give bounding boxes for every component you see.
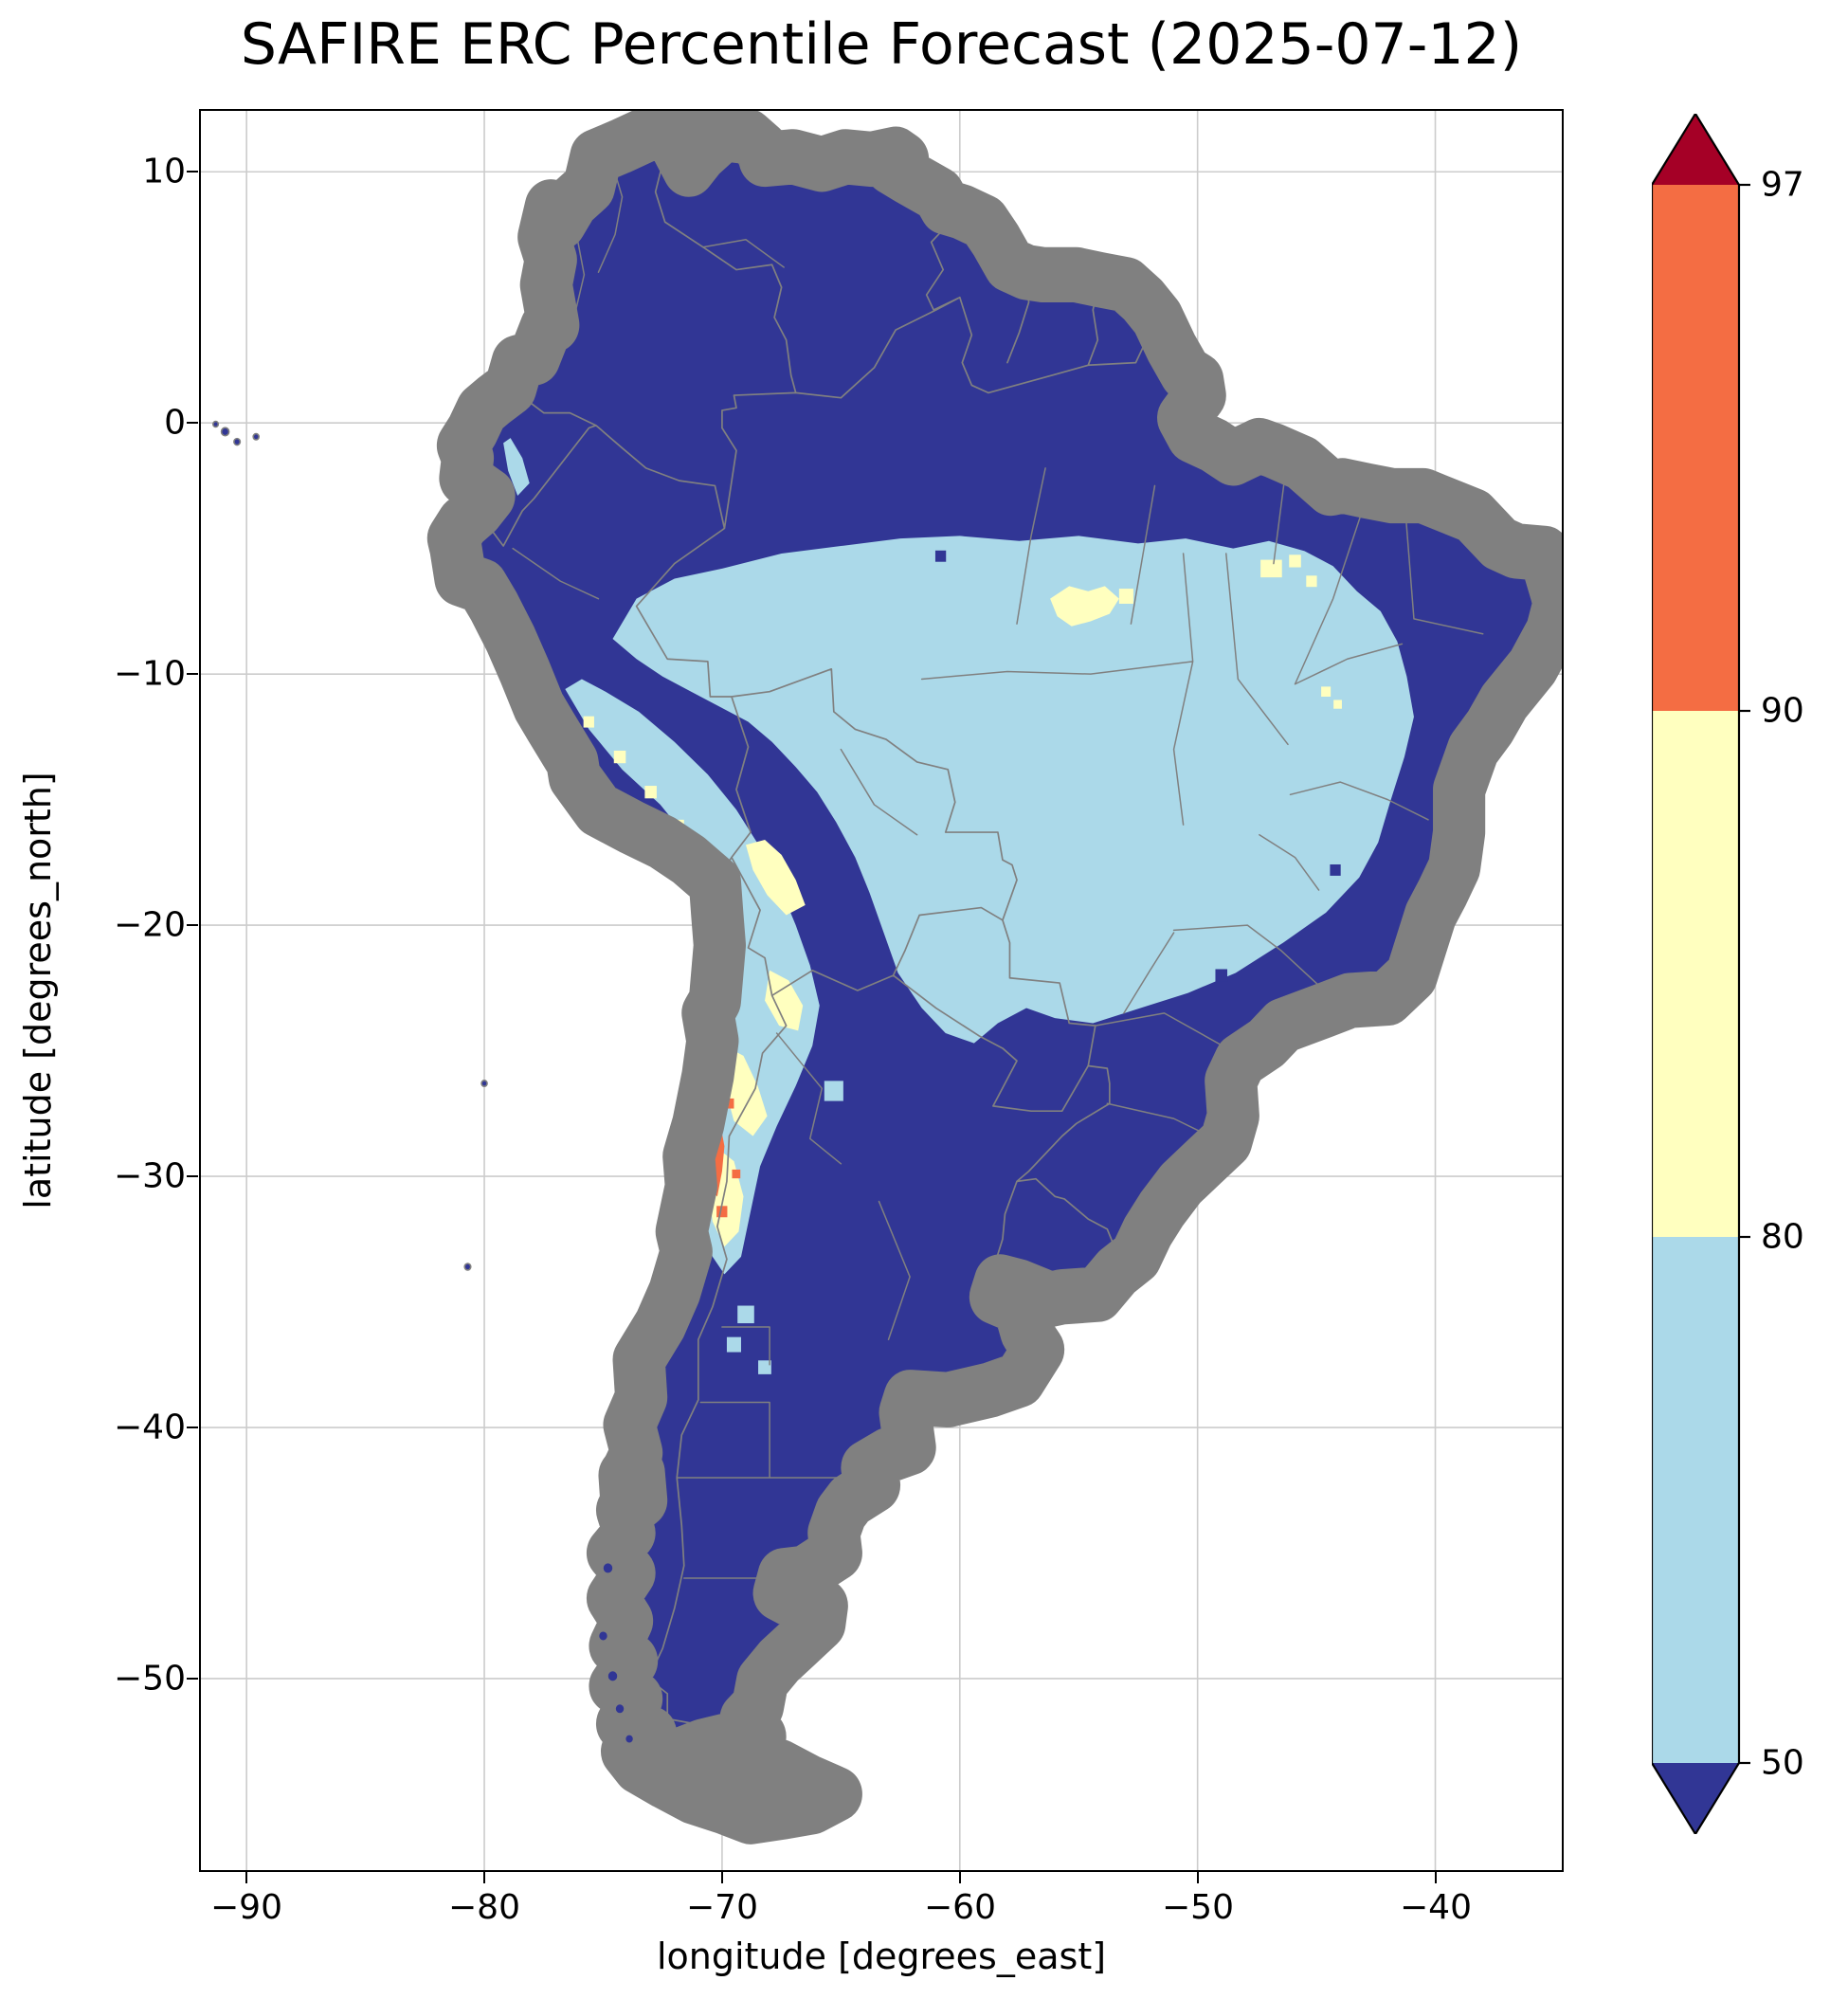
y-tick-mark: [187, 422, 198, 424]
y-tick-label: 10: [142, 152, 186, 191]
x-tick-mark: [1197, 1872, 1199, 1883]
y-tick-label: 0: [164, 403, 186, 443]
x-tick-mark: [959, 1872, 961, 1883]
x-tick-mark: [245, 1872, 247, 1883]
y-tick-mark: [187, 1427, 198, 1428]
colorbar-segments: [1652, 114, 1739, 1834]
y-tick-label: −50: [114, 1659, 186, 1699]
x-tick-label: −80: [448, 1888, 520, 1927]
x-tick-label: −90: [210, 1888, 282, 1927]
y-tick-mark: [187, 673, 198, 675]
colorbar-tick-label: 90: [1761, 691, 1804, 731]
map-svg: [199, 109, 1564, 1872]
band-below-50-speckles: [934, 550, 1341, 982]
state-borders: [513, 149, 1483, 1578]
x-tick-mark: [483, 1872, 485, 1883]
islands: [213, 422, 634, 1744]
y-tick-label: −10: [114, 654, 186, 694]
x-tick-mark: [1435, 1872, 1437, 1883]
colorbar-tick-label: 80: [1761, 1217, 1804, 1257]
x-tick-mark: [721, 1872, 723, 1883]
colorbar-tick-label: 50: [1761, 1743, 1804, 1783]
colorbar: [1652, 114, 1750, 1834]
y-axis-label: latitude [degrees_north]: [17, 772, 59, 1209]
y-tick-mark: [187, 1678, 198, 1680]
x-tick-label: −40: [1400, 1888, 1472, 1927]
colorbar-tick-label: 97: [1761, 165, 1804, 205]
x-axis-label: longitude [degrees_east]: [656, 1935, 1107, 1977]
plot-title: SAFIRE ERC Percentile Forecast (2025-07-…: [240, 11, 1523, 78]
x-tick-label: −70: [686, 1888, 758, 1927]
y-tick-label: −40: [114, 1408, 186, 1447]
x-tick-label: −50: [1162, 1888, 1234, 1927]
y-tick-label: −20: [114, 905, 186, 945]
y-tick-mark: [187, 1175, 198, 1177]
x-tick-label: −60: [924, 1888, 996, 1927]
y-tick-mark: [187, 924, 198, 926]
y-tick-label: −30: [114, 1156, 186, 1196]
y-tick-mark: [187, 171, 198, 173]
colorbar-ticks: [1739, 183, 1750, 1765]
